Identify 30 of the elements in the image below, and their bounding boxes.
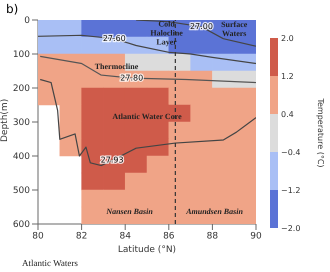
color-bar-label: −2.0 <box>281 224 300 233</box>
x-tick-label: 86 <box>163 231 175 242</box>
chart-title: b) <box>6 2 18 16</box>
annotation: Thermocline <box>94 62 139 71</box>
x-tick-label: 88 <box>206 231 218 242</box>
y-tick-label: 500 <box>12 186 30 196</box>
y-tick-label: 200 <box>12 84 30 94</box>
annotation: Amundsen Basin <box>185 206 244 216</box>
y-tick-label: 0 <box>24 16 30 26</box>
y-tick-label: 600 <box>12 220 30 230</box>
color-bar-label: 0.4 <box>281 110 294 119</box>
annotation: Nansen Basin <box>105 206 154 216</box>
x-axis-title: Latitude (°N) <box>118 245 176 255</box>
color-bar-label: −0.4 <box>281 148 300 157</box>
annotation: Atlantic Water Core <box>112 112 182 121</box>
text: Atlantic Waters <box>22 258 78 268</box>
annotation: Cold Halocline Layer <box>150 19 184 46</box>
y-axis-title: Depth(m) <box>0 98 10 142</box>
color-bar-label: 2.0 <box>281 34 294 43</box>
annotation: Surface Waters <box>221 20 248 38</box>
y-tick-label: 100 <box>12 50 30 60</box>
y-tick-label: 300 <box>12 118 30 128</box>
x-tick-label: 84 <box>119 231 132 242</box>
y-tick-label: 400 <box>12 152 30 162</box>
x-tick-label: 80 <box>32 231 44 242</box>
color-bar-title: Temperature (°C) <box>316 97 325 168</box>
color-bar-label: −1.2 <box>281 186 300 195</box>
x-tick-label: 90 <box>250 231 262 242</box>
color-bar-label: 1.2 <box>281 72 294 81</box>
x-tick-label: 82 <box>76 231 88 242</box>
